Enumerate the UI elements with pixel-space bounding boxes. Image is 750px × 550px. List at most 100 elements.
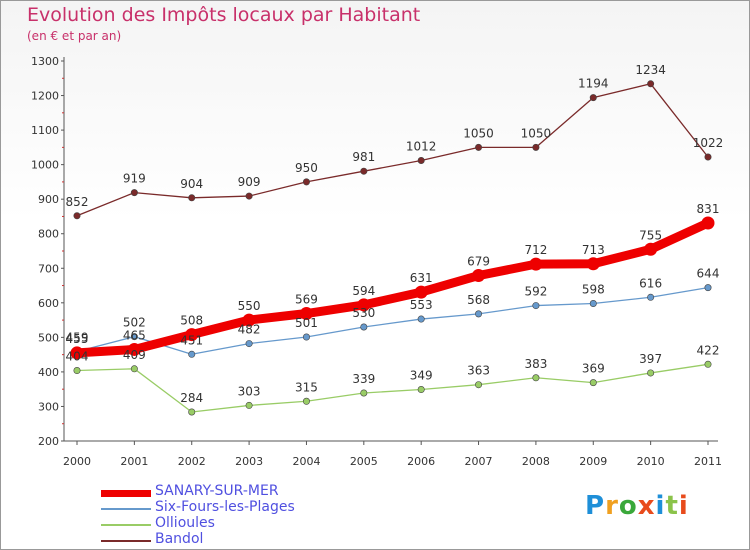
data-point (417, 386, 425, 394)
data-label: 852 (66, 195, 89, 209)
x-tick-label: 2005 (350, 455, 378, 468)
data-label: 383 (524, 357, 547, 371)
y-tick-label: 1200 (31, 90, 59, 103)
data-point (130, 189, 138, 197)
data-point (188, 408, 196, 416)
data-label: 644 (697, 267, 720, 281)
data-point (185, 328, 199, 342)
data-label: 553 (410, 298, 433, 312)
data-point (647, 369, 655, 377)
data-point (73, 212, 81, 220)
data-label: 1050 (521, 126, 552, 140)
data-point (302, 333, 310, 341)
data-label: 404 (66, 350, 89, 364)
data-point (589, 379, 597, 387)
x-tick-label: 2002 (178, 455, 206, 468)
data-point (532, 302, 540, 310)
y-tick-label: 1000 (31, 159, 59, 172)
data-label: 919 (123, 172, 146, 186)
y-tick-label: 400 (38, 366, 59, 379)
logo-letter: o (618, 491, 638, 521)
data-label: 501 (295, 316, 318, 330)
legend-label-sanary: SANARY-SUR-MER (155, 483, 279, 499)
data-point (589, 94, 597, 102)
data-label: 284 (180, 391, 203, 405)
data-label: 909 (238, 175, 261, 189)
data-point (302, 397, 310, 405)
legend-swatch-ollioules (101, 524, 151, 526)
data-label: 568 (467, 293, 490, 307)
data-label: 981 (352, 150, 375, 164)
data-label: 598 (582, 283, 605, 297)
x-tick-label: 2008 (522, 455, 550, 468)
data-point (245, 401, 253, 409)
data-label: 530 (352, 306, 375, 320)
data-label: 1050 (463, 126, 494, 140)
data-point (417, 315, 425, 323)
data-point (475, 310, 483, 318)
data-label: 712 (524, 243, 547, 257)
data-point (360, 323, 368, 331)
data-point (532, 143, 540, 151)
data-label: 508 (180, 314, 203, 328)
data-point (245, 340, 253, 348)
data-label: 397 (639, 352, 662, 366)
data-point (130, 365, 138, 373)
data-label: 631 (410, 271, 433, 285)
series-line-1 (76, 286, 709, 355)
data-label: 1194 (578, 77, 609, 91)
data-point (701, 216, 715, 230)
y-tick-label: 200 (38, 435, 59, 448)
data-point (472, 269, 486, 283)
logo-letter: i (678, 491, 689, 521)
data-label: 713 (582, 243, 605, 257)
data-label: 349 (410, 369, 433, 383)
data-point (704, 153, 712, 161)
data-point (242, 313, 256, 327)
y-tick-label: 800 (38, 228, 59, 241)
data-label: 1022 (693, 136, 724, 150)
logo-letter: P (585, 491, 606, 521)
data-label: 465 (123, 328, 146, 342)
data-label: 592 (524, 285, 547, 299)
data-point (647, 293, 655, 301)
y-tick-label: 1300 (31, 55, 59, 68)
y-tick-label: 700 (38, 262, 59, 275)
data-label: 1234 (635, 63, 666, 77)
x-tick-label: 2003 (235, 455, 263, 468)
legend-item-ollioules: Ollioules (101, 515, 361, 533)
x-tick-label: 2006 (407, 455, 435, 468)
x-tick-label: 2011 (694, 455, 722, 468)
data-label: 904 (180, 177, 203, 191)
data-point (644, 242, 658, 256)
data-label: 315 (295, 380, 318, 394)
proxiti-logo: Proxiti (585, 491, 689, 521)
data-label: 679 (467, 255, 490, 269)
legend-swatch-bandol (101, 540, 151, 542)
data-label: 616 (639, 276, 662, 290)
data-point (532, 374, 540, 382)
legend-swatch-six-fours (101, 508, 151, 510)
data-label: 459 (66, 331, 89, 345)
data-label: 369 (582, 362, 605, 376)
logo-letter: r (605, 491, 619, 521)
x-tick-label: 2001 (120, 455, 148, 468)
data-label: 569 (295, 293, 318, 307)
data-point (529, 257, 543, 271)
data-point (188, 350, 196, 358)
series-line-0 (72, 218, 713, 358)
data-point (475, 381, 483, 389)
data-label: 950 (295, 161, 318, 175)
logo-letter: x (637, 491, 656, 521)
x-tick-label: 2010 (637, 455, 665, 468)
data-point (188, 194, 196, 202)
legend-label-ollioules: Ollioules (155, 515, 215, 531)
data-point (647, 80, 655, 88)
data-point (704, 284, 712, 292)
data-label: 594 (352, 284, 375, 298)
data-point (704, 360, 712, 368)
data-point (73, 367, 81, 375)
logo-letter: t (665, 491, 679, 521)
chart-title: Evolution des Impôts locaux par Habitant (27, 4, 421, 26)
